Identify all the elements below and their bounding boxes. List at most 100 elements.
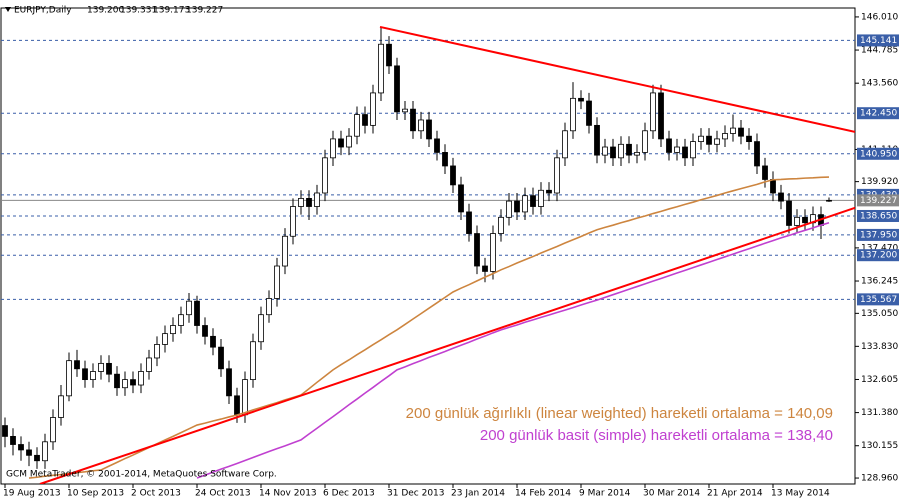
candle-body — [18, 444, 24, 451]
candle-body — [522, 195, 528, 213]
candle-body — [538, 189, 544, 207]
x-tick-label: 6 Dec 2013 — [323, 489, 375, 499]
candle-body — [562, 130, 568, 159]
candle-body — [802, 216, 808, 224]
x-tick-label: 31 Dec 2013 — [387, 489, 445, 499]
level-label: 137.200 — [860, 251, 897, 261]
candle-body — [466, 211, 472, 234]
candle-body — [394, 65, 400, 113]
candle-body — [402, 108, 408, 113]
candle-body — [290, 206, 296, 237]
y-tick-label: 130.155 — [861, 441, 898, 451]
plot-area — [0, 7, 856, 485]
candle-body — [98, 362, 104, 372]
level-label-box — [857, 107, 899, 120]
y-tick-label: 143.560 — [861, 79, 898, 89]
candle-body — [154, 344, 160, 359]
candle-body — [442, 152, 448, 167]
candle-body — [362, 114, 368, 126]
candle-body — [546, 189, 552, 194]
candle-body — [714, 138, 720, 145]
x-tick-label: 14 Feb 2014 — [515, 489, 571, 499]
candle-body — [274, 265, 280, 299]
header-high: 139.331 — [120, 6, 157, 16]
candle-body — [186, 300, 192, 316]
candle-body — [346, 135, 352, 148]
symbol: EURJPY,Daily — [14, 6, 72, 16]
candle-body — [314, 192, 320, 207]
candle-body — [762, 165, 768, 180]
moving-average — [28, 176, 830, 479]
candle-body — [82, 368, 88, 381]
candle-body — [722, 133, 728, 140]
candle-body — [250, 341, 256, 381]
candle-body — [474, 233, 480, 267]
candle-body — [330, 138, 336, 159]
candle-body — [738, 127, 744, 137]
level-label-box — [857, 249, 899, 262]
candle-body — [498, 216, 504, 234]
annotation: 200 günlük basit (simple) hareketli orta… — [480, 427, 833, 444]
y-tick-label: 131.380 — [861, 408, 898, 418]
trendline — [379, 25, 855, 133]
candle-body — [634, 152, 640, 156]
candle-body — [226, 368, 232, 397]
level-label: 145.141 — [860, 36, 897, 46]
x-tick-label: 24 Oct 2013 — [195, 489, 251, 499]
candle-body — [594, 124, 600, 156]
candle-body — [234, 395, 240, 416]
candle-body — [10, 435, 16, 445]
header-open: 139.200 — [87, 6, 124, 16]
candle-body — [298, 197, 304, 207]
candle-body — [682, 146, 688, 159]
y-tick-label: 137.470 — [861, 243, 898, 253]
candle-body — [138, 371, 144, 386]
candle-body — [642, 130, 648, 153]
candle-body — [730, 127, 736, 134]
x-tick-label: 19 Aug 2013 — [3, 489, 61, 499]
plot — [1, 25, 855, 484]
candle-body — [490, 233, 496, 272]
candle-body — [434, 138, 440, 153]
candle-body — [26, 449, 32, 456]
header-icon — [5, 7, 11, 12]
level-label: 140.950 — [860, 149, 897, 159]
candle-body — [370, 92, 376, 126]
candle-body — [450, 165, 456, 186]
footer: GCM MetaTrader, © 2001-2014, MetaQuotes … — [6, 470, 277, 480]
candle-body — [786, 200, 792, 226]
candle-body — [34, 454, 40, 462]
x-tick-label: 2 Oct 2013 — [131, 489, 181, 499]
moving-average — [196, 221, 830, 479]
candle-body — [794, 216, 800, 226]
candle-body — [418, 119, 424, 132]
annotation: 200 günlük ağırlıklı (linear weighted) h… — [406, 405, 833, 422]
header-close: 139.227 — [186, 6, 223, 16]
candle-body — [170, 325, 176, 335]
y-tick-label: 128.960 — [861, 474, 898, 484]
y-tick-label: 146.010 — [861, 12, 898, 22]
x-tick-label: 30 Mar 2014 — [643, 489, 700, 499]
candle-body — [482, 265, 488, 272]
candle-body — [426, 119, 432, 140]
x-tick-label: 21 Apr 2014 — [707, 489, 763, 499]
candle-body — [114, 373, 120, 389]
candle-body — [178, 314, 184, 326]
candle-body — [626, 143, 632, 156]
candle-body — [130, 379, 136, 386]
candle-body — [706, 135, 712, 145]
x-tick-label: 13 May 2014 — [771, 489, 830, 499]
level-label: 135.567 — [860, 295, 897, 305]
candle-body — [770, 179, 776, 194]
header-low: 139.173 — [153, 6, 190, 16]
candle-body — [50, 417, 56, 443]
candle-body — [778, 192, 784, 202]
y-tick-label: 132.605 — [861, 375, 898, 385]
current-price-label: 139.227 — [860, 196, 897, 206]
candle-body — [514, 200, 520, 213]
candle-body — [90, 371, 96, 381]
candle-body — [242, 379, 248, 416]
candle-body — [610, 146, 616, 159]
y-tick-label: 133.830 — [861, 342, 898, 352]
